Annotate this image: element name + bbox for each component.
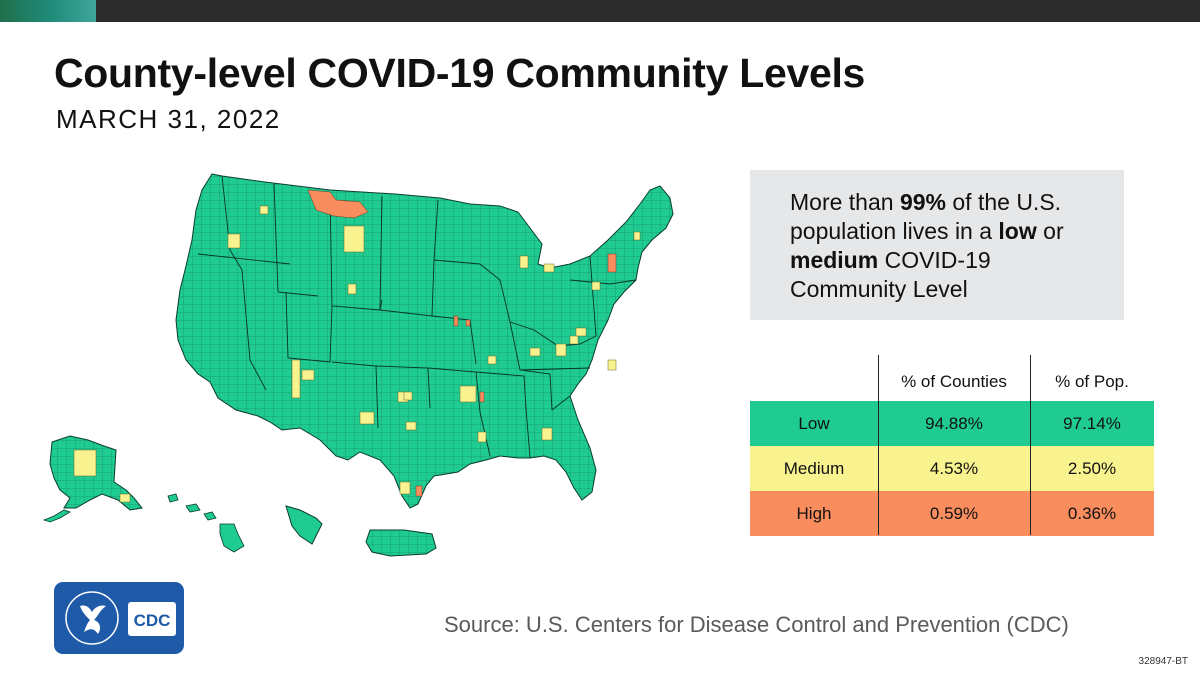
- logo-graphic: CDC: [65, 591, 176, 645]
- callout-text-part1: More than: [790, 189, 900, 215]
- table-cell-population: 0.36%: [1067, 504, 1117, 523]
- table-cell-counties: 0.59%: [929, 504, 979, 523]
- table-divider: [878, 355, 879, 535]
- contiguous-us-shape: [175, 173, 674, 509]
- population-callout: More than 99% of the U.S. population liv…: [750, 170, 1124, 320]
- eagle-icon: [80, 605, 106, 634]
- map-medium-counties: [73, 205, 641, 503]
- table-cell-counties: 4.53%: [929, 459, 979, 478]
- table-row-high: High 0.59% 0.36%: [750, 491, 1154, 536]
- callout-text-part3: or: [1036, 218, 1064, 244]
- table-header-counties: % of Counties: [901, 372, 1007, 391]
- table-row-low: Low 94.88% 97.14%: [750, 401, 1154, 446]
- table-row-medium: Medium 4.53% 2.50%: [750, 446, 1154, 491]
- callout-text: More than 99% of the U.S. population liv…: [790, 188, 1110, 304]
- puerto-rico-shape: [365, 529, 437, 557]
- logo-cdc-text: CDC: [134, 611, 171, 630]
- callout-highlight-percent: 99%: [899, 189, 946, 215]
- table-header-population: % of Pop.: [1055, 372, 1129, 391]
- state-borders: [197, 175, 637, 459]
- callout-text-part2: of the U.S. population lives in a: [790, 189, 1062, 244]
- table-cell-population: 2.50%: [1067, 459, 1117, 478]
- table-cell-counties: 94.88%: [925, 414, 983, 433]
- table-cell-level: High: [796, 504, 832, 523]
- table-cell-level: Low: [798, 414, 830, 433]
- page-date: MARCH 31, 2022: [56, 104, 281, 134]
- alaska-islands: [42, 509, 71, 523]
- table-cell-level: Medium: [783, 459, 845, 478]
- document-code: 328947-BT: [1138, 656, 1188, 667]
- hawaii-shape: [167, 493, 245, 553]
- page-title: County-level COVID-19 Community Levels: [54, 50, 866, 96]
- table-divider: [1030, 355, 1031, 535]
- map-high-counties: [307, 189, 617, 497]
- levels-table: % of Counties % of Pop. Low 94.88% 97.14…: [750, 355, 1154, 536]
- guam-shape: [285, 505, 323, 545]
- top-bar: [0, 0, 1200, 22]
- top-bar-accent: [0, 0, 96, 22]
- hhs-cdc-logo: CDC: [54, 582, 184, 654]
- source-note: Source: U.S. Centers for Disease Control…: [444, 612, 1069, 637]
- callout-text-part4: COVID-19 Community Level: [790, 247, 991, 302]
- us-county-map: [42, 173, 674, 557]
- callout-highlight-low: low: [998, 218, 1037, 244]
- table-cell-population: 97.14%: [1063, 414, 1121, 433]
- callout-highlight-medium: medium: [790, 247, 879, 273]
